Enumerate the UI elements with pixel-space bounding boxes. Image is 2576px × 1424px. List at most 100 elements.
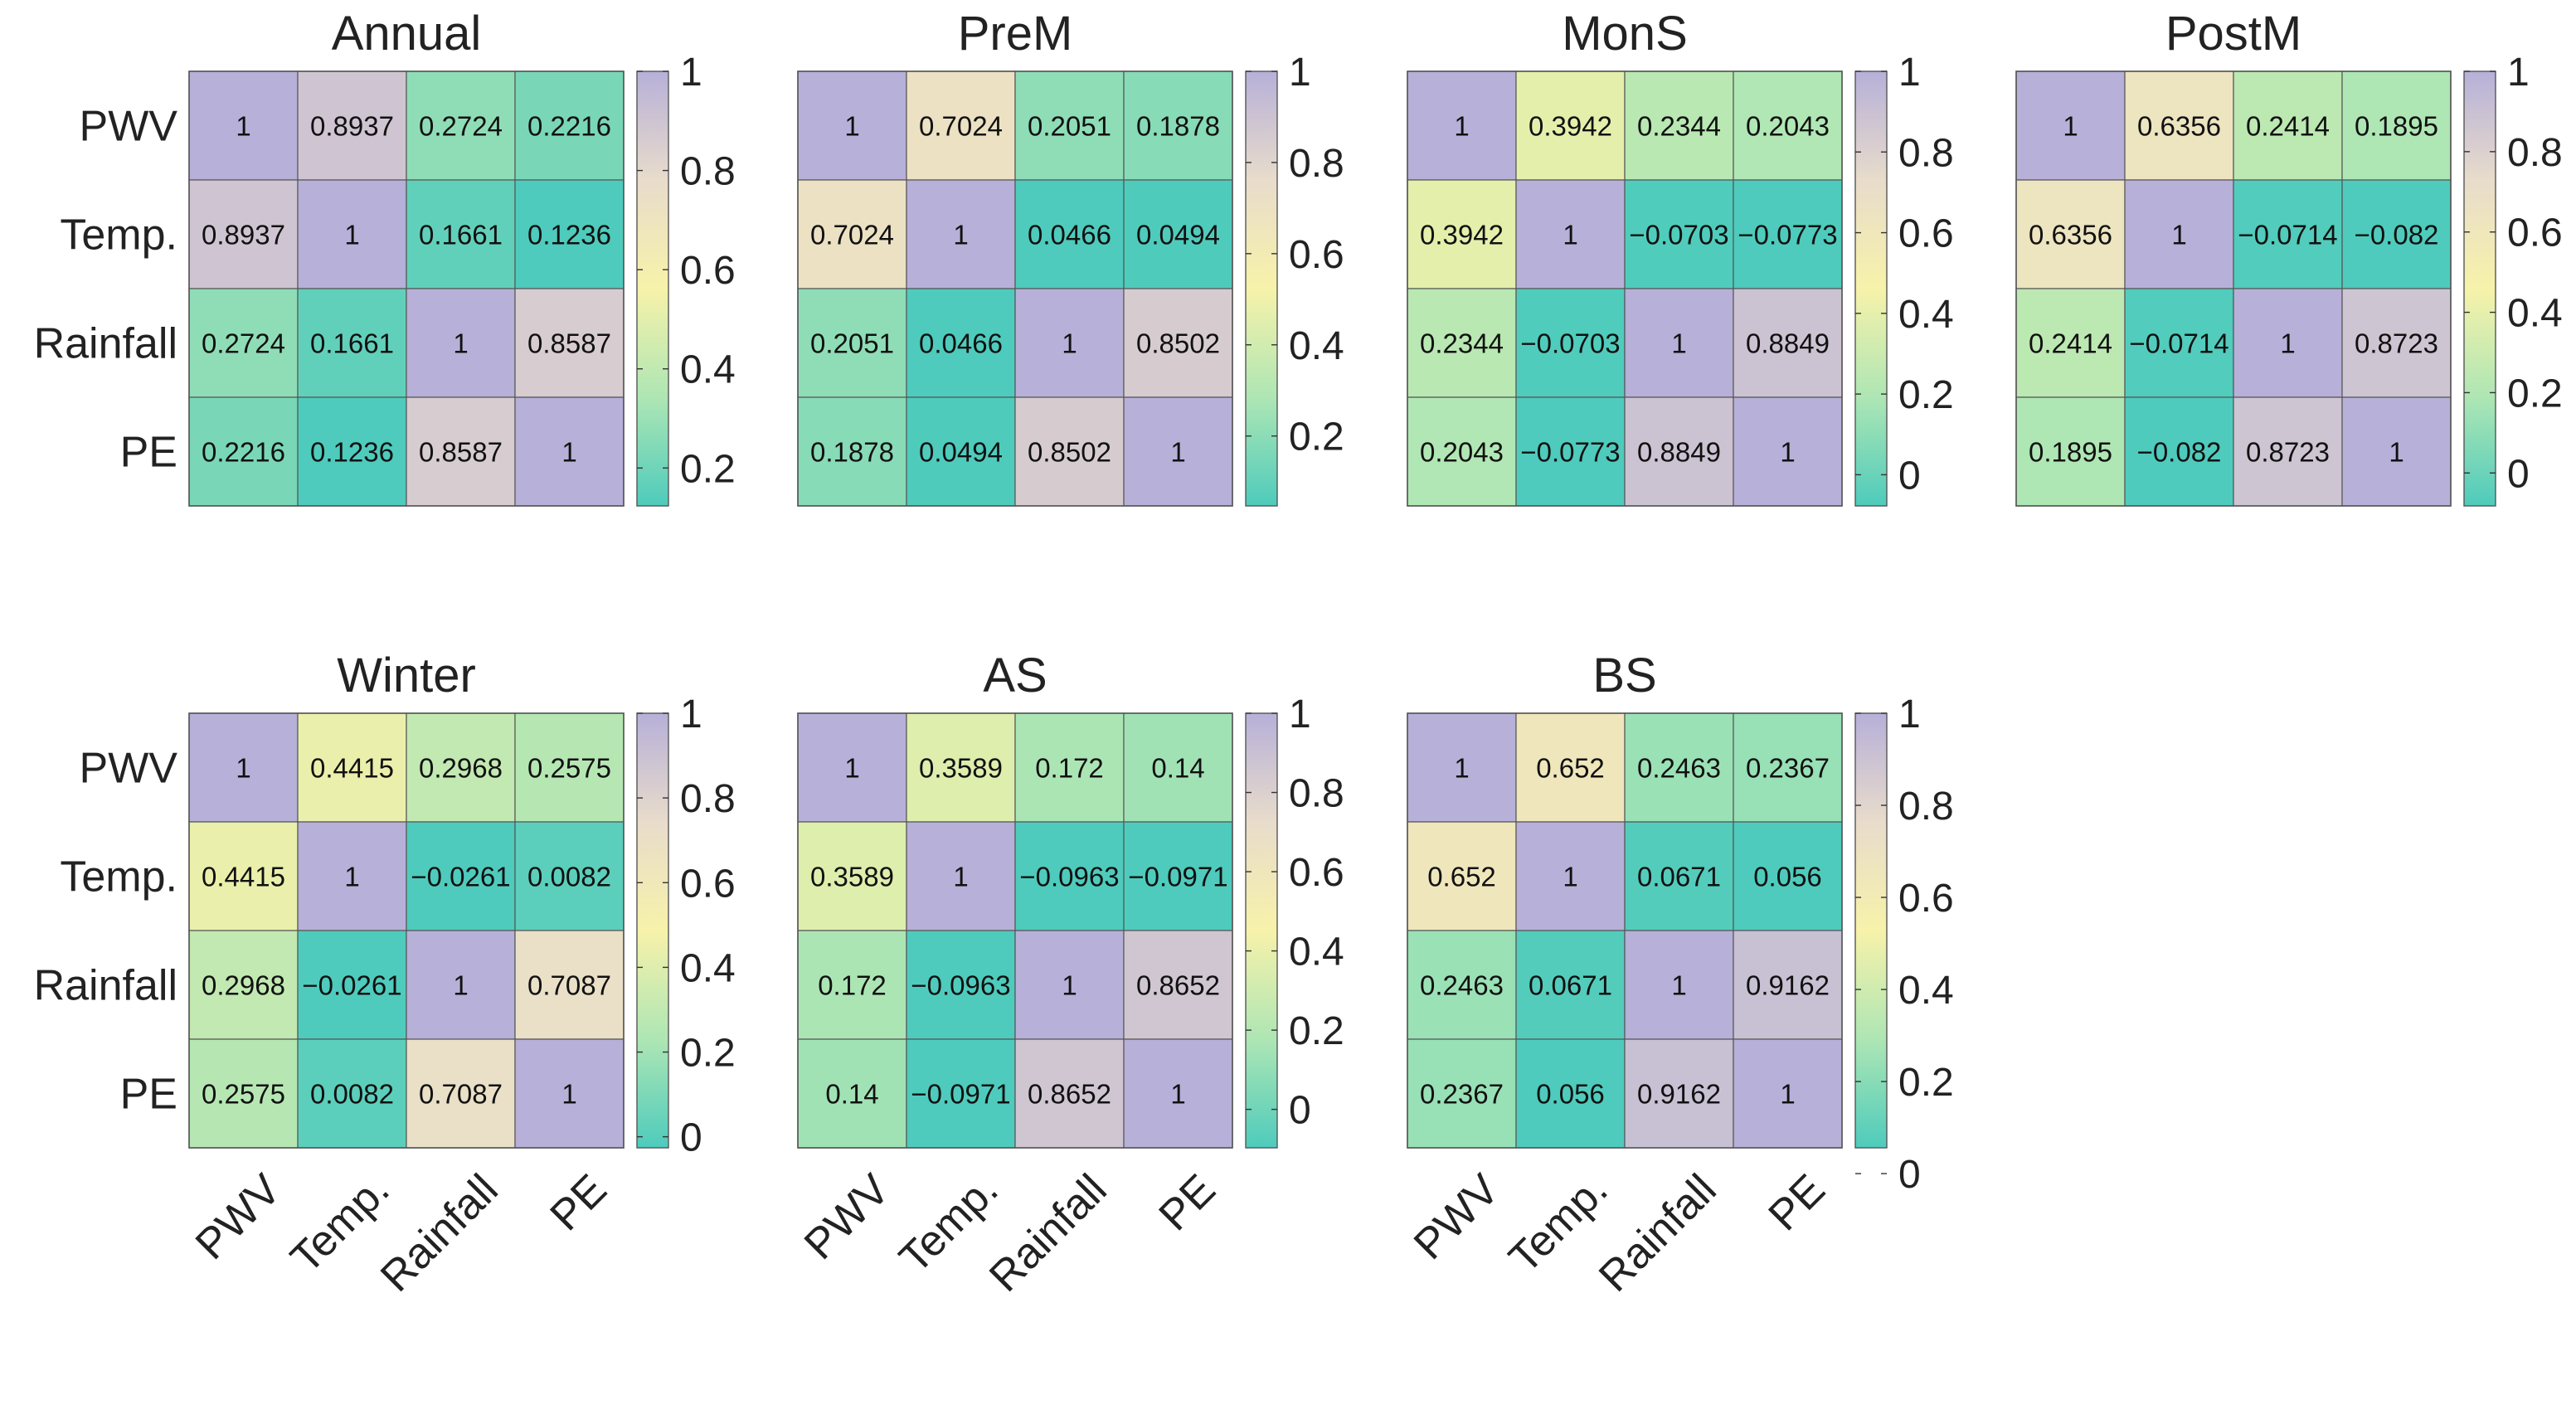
cell-value-label: 0.2724 (419, 111, 503, 142)
cell-value-label: 1 (2280, 328, 2295, 359)
heatmap-cell (1014, 821, 1125, 931)
cell-value-label: 0.652 (1536, 753, 1605, 784)
colorbar-tick-label: 0 (680, 1116, 702, 1160)
colorbar-tick-label: 1 (1289, 693, 1311, 736)
colorbar-tick-label: 0 (2507, 452, 2530, 496)
colorbar-tick-label: 0 (1898, 1153, 1921, 1197)
colorbar-tick-label: 1 (680, 51, 702, 95)
panel-title: Winter (337, 649, 476, 702)
cell-value-label: −0.0773 (1738, 220, 1837, 250)
cell-value-label: 1 (844, 753, 859, 784)
colorbar-tick-label: 0.6 (680, 249, 736, 293)
cell-value-label: 0.1895 (2355, 111, 2438, 142)
cell-value-label: 1 (1563, 862, 1577, 892)
colorbar-tick-label: 0.4 (1898, 293, 1954, 337)
cell-value-label: 0.1895 (2029, 437, 2112, 468)
cell-value-label: 1 (1454, 111, 1469, 142)
colorbar-tick-label: 0.6 (680, 862, 736, 906)
heatmap-cell (514, 70, 625, 181)
heatmap-cell (1014, 1038, 1125, 1149)
heatmap-cell (297, 396, 407, 507)
heatmap-cell (1123, 1038, 1233, 1149)
cell-value-label: 0.3589 (919, 753, 1003, 784)
panel-as: AS 1 0.3589 0.172 0.14 0.3589 1 −0.0963 −0.0971 0… (795, 649, 1344, 1301)
heatmap-cell (1624, 821, 1734, 931)
heatmap-cell (1123, 930, 1233, 1040)
cell-value-label: 0.8652 (1136, 970, 1220, 1001)
heatmap-cell (797, 821, 907, 931)
panel-title: Annual (332, 7, 482, 61)
cell-value-label: 1 (1671, 328, 1686, 359)
y-tick-label: Rainfall (34, 320, 177, 368)
cell-value-label: 0.0082 (310, 1079, 394, 1110)
cell-value-label: 0.2043 (1746, 111, 1830, 142)
x-tick-label: PWV (1405, 1165, 1509, 1269)
colorbar-tick-label: 0.2 (2507, 372, 2563, 416)
cell-value-label: 0.2414 (2246, 111, 2330, 142)
cell-value-label: 0.2043 (1420, 437, 1504, 468)
heatmap-cell (297, 179, 407, 289)
cell-value-label: −0.0971 (911, 1079, 1010, 1110)
colorbar-tick-label: 1 (1289, 51, 1311, 95)
heatmap-cell (797, 70, 907, 181)
heatmap-cell (906, 396, 1016, 507)
heatmap-cell (1624, 930, 1734, 1040)
colorbar (1854, 70, 1888, 507)
heatmap-cell (297, 288, 407, 398)
cell-value-label: 0.0082 (527, 862, 611, 892)
cell-value-label: −0.0703 (1520, 328, 1620, 359)
heatmap-cell (297, 70, 407, 181)
colorbar-tick-label: 0.4 (1289, 324, 1344, 368)
panel-bs: BS 1 0.652 0.2463 0.2367 0.652 1 0.0671 0.056 0.2… (1405, 649, 1954, 1301)
panel-title: PreM (958, 7, 1073, 61)
colorbar-tick-label: 0.8 (1898, 131, 1954, 175)
panel-title: PostM (2165, 7, 2301, 61)
colorbar-tick-label: 0.8 (680, 150, 736, 194)
cell-value-label: 0.8849 (1637, 437, 1721, 468)
cell-value-label: 0.7024 (919, 111, 1003, 142)
colorbar-tick-label: 0.8 (1898, 785, 1954, 829)
x-tick-label: Rainfall (372, 1165, 508, 1301)
heatmap-cell (1014, 179, 1125, 289)
cell-value-label: 0.9162 (1746, 970, 1830, 1001)
cell-value-label: −0.082 (2355, 220, 2439, 250)
heatmap-cell (1515, 930, 1626, 1040)
cell-value-label: 0.6356 (2029, 220, 2112, 250)
heatmap-cell (906, 712, 1016, 823)
heatmap-cell (2124, 288, 2234, 398)
colorbar-tick-label: 0 (1289, 1089, 1311, 1133)
heatmap-cell (1407, 930, 1517, 1040)
colorbar (1245, 712, 1278, 1149)
cell-value-label: 0.652 (1427, 862, 1496, 892)
heatmap-frame (797, 712, 1233, 1149)
cell-value-label: −0.0714 (2238, 220, 2337, 250)
colorbar-tick-label: 0.6 (1289, 851, 1344, 895)
y-tick-label: PE (120, 429, 177, 477)
cell-value-label: 0.4415 (310, 753, 394, 784)
colorbar-tick-label: 0.4 (1289, 931, 1344, 974)
heatmap-cell (2233, 396, 2343, 507)
cell-value-label: 0.2575 (527, 753, 611, 784)
x-tick-label: PE (542, 1165, 616, 1240)
cell-value-label: 1 (2171, 220, 2186, 250)
cell-value-label: −0.0971 (1128, 862, 1227, 892)
cell-value-label: 0.8937 (310, 111, 394, 142)
cell-value-label: 0.172 (818, 970, 887, 1001)
heatmap-cell (406, 396, 516, 507)
cell-value-label: 1 (561, 1079, 576, 1110)
colorbar-tick-label: 0.2 (1898, 1061, 1954, 1105)
heatmap-frame (1407, 70, 1843, 507)
panel-prem: PreM 1 0.7024 0.2051 0.1878 0.7024 1 0.0466 0.04… (797, 7, 1344, 507)
colorbar-tick-label: 0.8 (680, 777, 736, 821)
cell-value-label: 1 (1563, 220, 1577, 250)
colorbar (2463, 70, 2496, 507)
panel-title: MonS (1562, 7, 1688, 61)
heatmap-cell (1624, 712, 1734, 823)
colorbar-tick-label: 1 (1898, 693, 1921, 736)
heatmap-cell (797, 930, 907, 1040)
colorbar (636, 712, 669, 1149)
heatmap-cell (514, 179, 625, 289)
cell-value-label: 0.1661 (310, 328, 394, 359)
cell-value-label: 1 (2389, 437, 2403, 468)
